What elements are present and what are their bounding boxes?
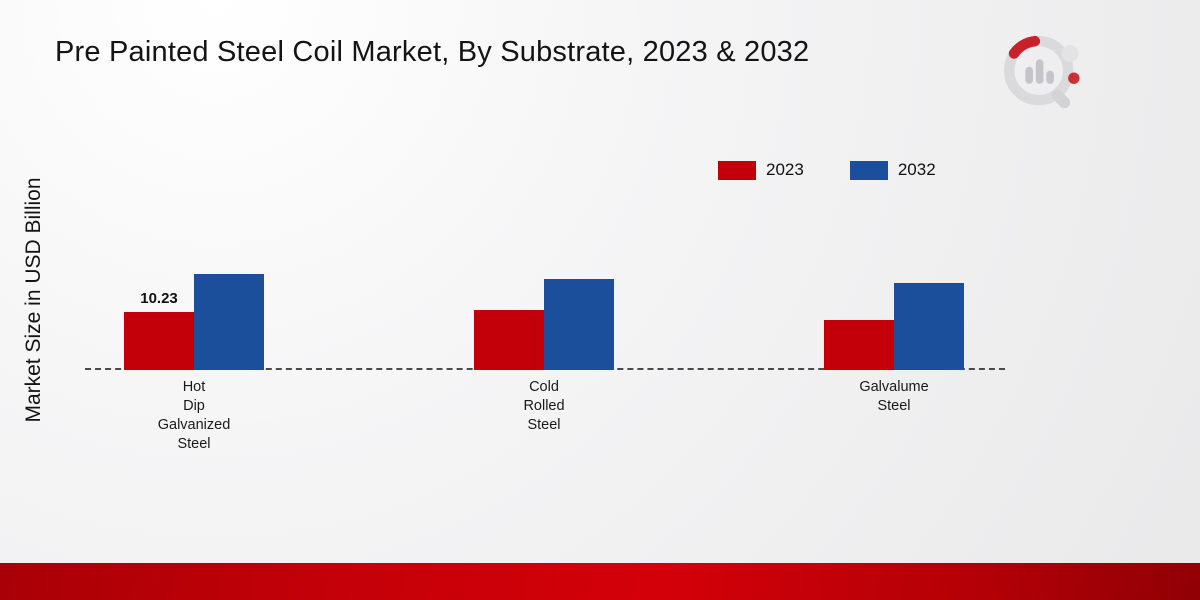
y-axis-label: Market Size in USD Billion xyxy=(22,177,45,423)
category-label: Cold Rolled Steel xyxy=(523,379,565,433)
legend-swatch-2023 xyxy=(718,160,756,180)
legend-label-2032: 2032 xyxy=(897,160,936,179)
bar-2023 xyxy=(474,310,544,370)
chart-title: Pre Painted Steel Coil Market, By Substr… xyxy=(55,36,810,68)
bottom-red-ribbon xyxy=(0,563,1200,600)
legend-item-2023: 2023 xyxy=(718,160,804,180)
bar-group xyxy=(124,274,264,370)
legend-swatch-2032 xyxy=(849,160,888,180)
plot-area: Hot Dip Galvanized Steel Cold Rolled Steel Galv… xyxy=(85,90,1005,452)
category-label: Galvalume Steel xyxy=(859,379,929,414)
market-research-future-logo xyxy=(1004,35,1080,109)
bar-2023 xyxy=(824,319,894,370)
bar-value-label: 10.23 xyxy=(140,289,178,307)
legend-label-2023: 2023 xyxy=(766,160,804,179)
bar-2032 xyxy=(544,278,614,370)
bar-group xyxy=(824,282,964,370)
legend: 2023 2032 xyxy=(718,160,936,180)
bar-2032 xyxy=(894,282,964,370)
category-label: Hot Dip Galvanized Steel xyxy=(157,379,231,452)
legend-item-2032: 2032 xyxy=(849,160,936,180)
bar-2032 xyxy=(194,274,264,370)
bar-group xyxy=(474,278,614,370)
bar-2023 xyxy=(124,311,194,370)
